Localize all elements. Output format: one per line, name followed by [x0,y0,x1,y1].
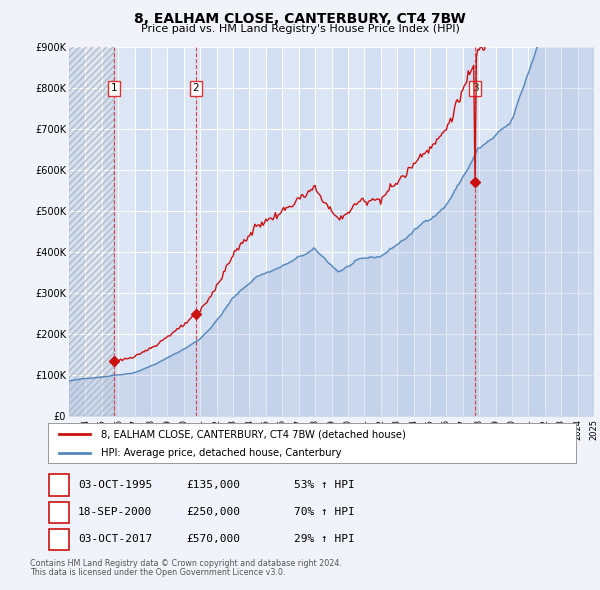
Text: 29% ↑ HPI: 29% ↑ HPI [294,535,355,544]
Bar [200,47,217,416]
Bar [397,47,413,416]
Bar [134,47,151,416]
Bar [69,47,85,416]
Text: 70% ↑ HPI: 70% ↑ HPI [294,507,355,517]
Text: £250,000: £250,000 [186,507,240,517]
Bar [167,47,184,416]
Text: 1: 1 [111,83,118,93]
Bar [299,47,315,416]
Text: 53% ↑ HPI: 53% ↑ HPI [294,480,355,490]
Text: 2: 2 [56,507,62,517]
Text: 03-OCT-2017: 03-OCT-2017 [78,535,152,544]
Text: 2: 2 [193,83,199,93]
Text: £135,000: £135,000 [186,480,240,490]
Bar [102,47,118,416]
Bar [233,47,250,416]
Text: HPI: Average price, detached house, Canterbury: HPI: Average price, detached house, Cant… [101,448,341,458]
Bar [266,47,282,416]
Bar [529,47,545,416]
Text: 3: 3 [472,83,478,93]
Text: 3: 3 [56,535,62,544]
Text: 18-SEP-2000: 18-SEP-2000 [78,507,152,517]
Text: £570,000: £570,000 [186,535,240,544]
Text: 1: 1 [56,480,62,490]
Bar [364,47,381,416]
Text: 8, EALHAM CLOSE, CANTERBURY, CT4 7BW (detached house): 8, EALHAM CLOSE, CANTERBURY, CT4 7BW (de… [101,430,406,440]
Bar [331,47,348,416]
Text: 03-OCT-1995: 03-OCT-1995 [78,480,152,490]
Text: This data is licensed under the Open Government Licence v3.0.: This data is licensed under the Open Gov… [30,568,286,577]
Text: 8, EALHAM CLOSE, CANTERBURY, CT4 7BW: 8, EALHAM CLOSE, CANTERBURY, CT4 7BW [134,12,466,26]
Text: Contains HM Land Registry data © Crown copyright and database right 2024.: Contains HM Land Registry data © Crown c… [30,559,342,568]
Bar [430,47,446,416]
Bar [496,47,512,416]
Bar [561,47,578,416]
Bar [463,47,479,416]
Text: Price paid vs. HM Land Registry's House Price Index (HPI): Price paid vs. HM Land Registry's House … [140,24,460,34]
